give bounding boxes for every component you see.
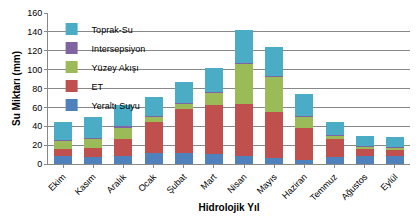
svg-text:160: 160 — [27, 8, 42, 18]
svg-text:Toprak-Su: Toprak-Su — [92, 25, 133, 35]
svg-text:Hidrolojik Yıl: Hidrolojik Yıl — [199, 202, 260, 213]
svg-text:Yüzey Akışı: Yüzey Akışı — [92, 63, 139, 73]
svg-text:20: 20 — [32, 140, 42, 150]
svg-text:Eylül: Eylül — [379, 172, 400, 193]
svg-text:Aralık: Aralık — [105, 171, 129, 195]
svg-text:100: 100 — [27, 65, 42, 75]
svg-text:Nisan: Nisan — [225, 172, 248, 195]
svg-text:Ağustos: Ağustos — [339, 171, 369, 201]
svg-text:Ocak: Ocak — [136, 171, 158, 193]
svg-text:Şubat: Şubat — [165, 171, 189, 195]
svg-text:0: 0 — [37, 159, 42, 169]
svg-text:Haziran: Haziran — [280, 172, 309, 201]
svg-text:140: 140 — [27, 27, 42, 37]
svg-text:120: 120 — [27, 46, 42, 56]
svg-text:Intersepsiyon: Intersepsiyon — [92, 44, 146, 54]
svg-text:40: 40 — [32, 121, 42, 131]
svg-text:Ekim: Ekim — [46, 172, 67, 193]
svg-text:ET: ET — [92, 82, 104, 92]
svg-text:Su Miktarı (mm): Su Miktarı (mm) — [11, 51, 22, 126]
svg-text:Temmuz: Temmuz — [308, 171, 339, 202]
svg-text:Mart: Mart — [199, 171, 219, 191]
svg-text:60: 60 — [32, 103, 42, 113]
svg-text:Yeraltı Suyu: Yeraltı Suyu — [92, 101, 140, 111]
svg-text:Kasım: Kasım — [73, 172, 98, 197]
svg-text:80: 80 — [32, 84, 42, 94]
svg-text:Mayıs: Mayıs — [255, 171, 279, 195]
